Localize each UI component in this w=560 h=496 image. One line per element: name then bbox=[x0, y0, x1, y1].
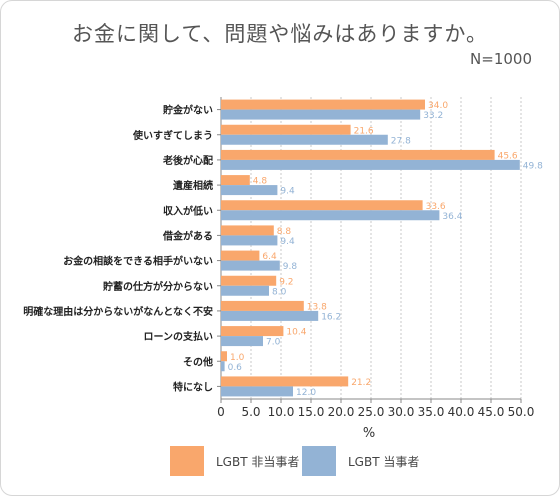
bar-non-lgbt bbox=[221, 124, 351, 135]
x-tick-label: 30.0 bbox=[388, 405, 415, 419]
data-label: 9.4 bbox=[280, 237, 295, 247]
data-label: 33.2 bbox=[423, 111, 443, 121]
data-label: 6.4 bbox=[262, 252, 277, 262]
legend: LGBT 非当事者 LGBT 当事者 bbox=[0, 446, 560, 476]
bar-lgbt bbox=[221, 235, 278, 246]
bar-non-lgbt bbox=[221, 200, 423, 211]
bar-non-lgbt bbox=[221, 300, 304, 311]
x-tick-label: 35.0 bbox=[418, 405, 445, 419]
legend-label-non-lgbt: LGBT 非当事者 bbox=[216, 454, 300, 469]
data-label: 10.4 bbox=[286, 328, 306, 338]
x-tick-label: 40.0 bbox=[448, 405, 475, 419]
bar-lgbt bbox=[221, 285, 269, 296]
category-label: 遺産相続 bbox=[172, 179, 213, 192]
legend-swatch-non-lgbt bbox=[170, 446, 204, 476]
legend-label-lgbt: LGBT 当事者 bbox=[348, 454, 420, 469]
data-label: 9.2 bbox=[279, 277, 293, 287]
x-tick-label: 0 bbox=[217, 405, 225, 419]
chart-title: お金に関して、問題や悩みはありますか。 bbox=[72, 22, 488, 46]
category-label: その他 bbox=[183, 355, 213, 368]
x-tick-label: 5.0 bbox=[241, 405, 260, 419]
category-label: 貯蓄の仕方が分からない bbox=[103, 280, 213, 293]
legend-swatch-lgbt bbox=[302, 446, 336, 476]
bar-lgbt bbox=[221, 260, 280, 271]
legend-item-non-lgbt: LGBT 非当事者 bbox=[170, 446, 299, 476]
data-label: 4.8 bbox=[253, 177, 268, 187]
sample-size-label: N=1000 bbox=[470, 50, 532, 68]
x-tick-label: 50.0 bbox=[508, 405, 535, 419]
data-label: 21.2 bbox=[351, 378, 371, 388]
data-label: 7.0 bbox=[266, 338, 281, 348]
bar-non-lgbt bbox=[221, 376, 349, 387]
bar-non-lgbt bbox=[221, 326, 284, 337]
data-label: 49.8 bbox=[523, 161, 543, 171]
legend-item-lgbt: LGBT 当事者 bbox=[302, 446, 419, 476]
category-label: 収入が低い bbox=[163, 204, 213, 217]
category-label: 使いすぎてしまう bbox=[132, 129, 213, 142]
bar-chart: 0 5.0 10.0 15.0 20.0 25.0 30.0 35.0 40.0 45.0 50.0… bbox=[23, 97, 543, 440]
bar-non-lgbt bbox=[221, 351, 227, 362]
x-tick-label: 15.0 bbox=[298, 405, 325, 419]
category-label: お金の相談をできる相手がいない bbox=[63, 255, 213, 268]
bar-lgbt bbox=[221, 386, 293, 397]
bar-non-lgbt bbox=[221, 99, 425, 110]
x-axis-label: % bbox=[363, 426, 375, 440]
bar-lgbt bbox=[221, 336, 263, 347]
data-label: 8.8 bbox=[277, 227, 292, 237]
bar-lgbt bbox=[221, 310, 319, 321]
data-label: 21.6 bbox=[354, 126, 374, 136]
data-label: 8.0 bbox=[272, 287, 287, 297]
category-label: 特になし bbox=[173, 380, 213, 393]
bar-lgbt bbox=[221, 185, 278, 196]
bar-non-lgbt bbox=[221, 225, 274, 236]
category-label: 明確な理由は分からないがなんとなく不安 bbox=[23, 305, 213, 318]
data-label: 13.8 bbox=[307, 302, 327, 312]
bar-non-lgbt bbox=[221, 175, 250, 186]
bar-non-lgbt bbox=[221, 275, 277, 286]
data-label: 9.4 bbox=[280, 187, 295, 197]
data-label: 9.8 bbox=[283, 262, 298, 272]
data-label: 16.2 bbox=[321, 312, 341, 322]
bar-lgbt bbox=[221, 109, 421, 120]
data-label: 45.6 bbox=[498, 151, 518, 161]
category-label: 貯金がない bbox=[163, 104, 213, 117]
category-label: 借金がある bbox=[162, 229, 213, 242]
bar-lgbt bbox=[221, 134, 388, 145]
data-label: 36.4 bbox=[442, 212, 462, 222]
x-tick-label: 20.0 bbox=[328, 405, 355, 419]
category-label: ローンの支払い bbox=[144, 330, 214, 343]
bar-non-lgbt bbox=[221, 250, 260, 261]
bar-non-lgbt bbox=[221, 149, 495, 160]
data-label: 0.6 bbox=[228, 363, 243, 373]
data-label: 1.0 bbox=[230, 353, 245, 363]
bar-lgbt bbox=[221, 361, 225, 372]
category-label: 老後が心配 bbox=[162, 154, 213, 167]
x-tick-label: 10.0 bbox=[268, 405, 295, 419]
x-tick-label: 25.0 bbox=[358, 405, 385, 419]
bar-lgbt bbox=[221, 210, 440, 221]
bar-lgbt bbox=[221, 159, 520, 170]
data-label: 33.6 bbox=[426, 202, 446, 212]
data-label: 12.0 bbox=[296, 388, 316, 398]
data-label: 27.8 bbox=[391, 136, 411, 146]
data-label: 34.0 bbox=[428, 101, 448, 111]
x-tick-label: 45.0 bbox=[478, 405, 505, 419]
